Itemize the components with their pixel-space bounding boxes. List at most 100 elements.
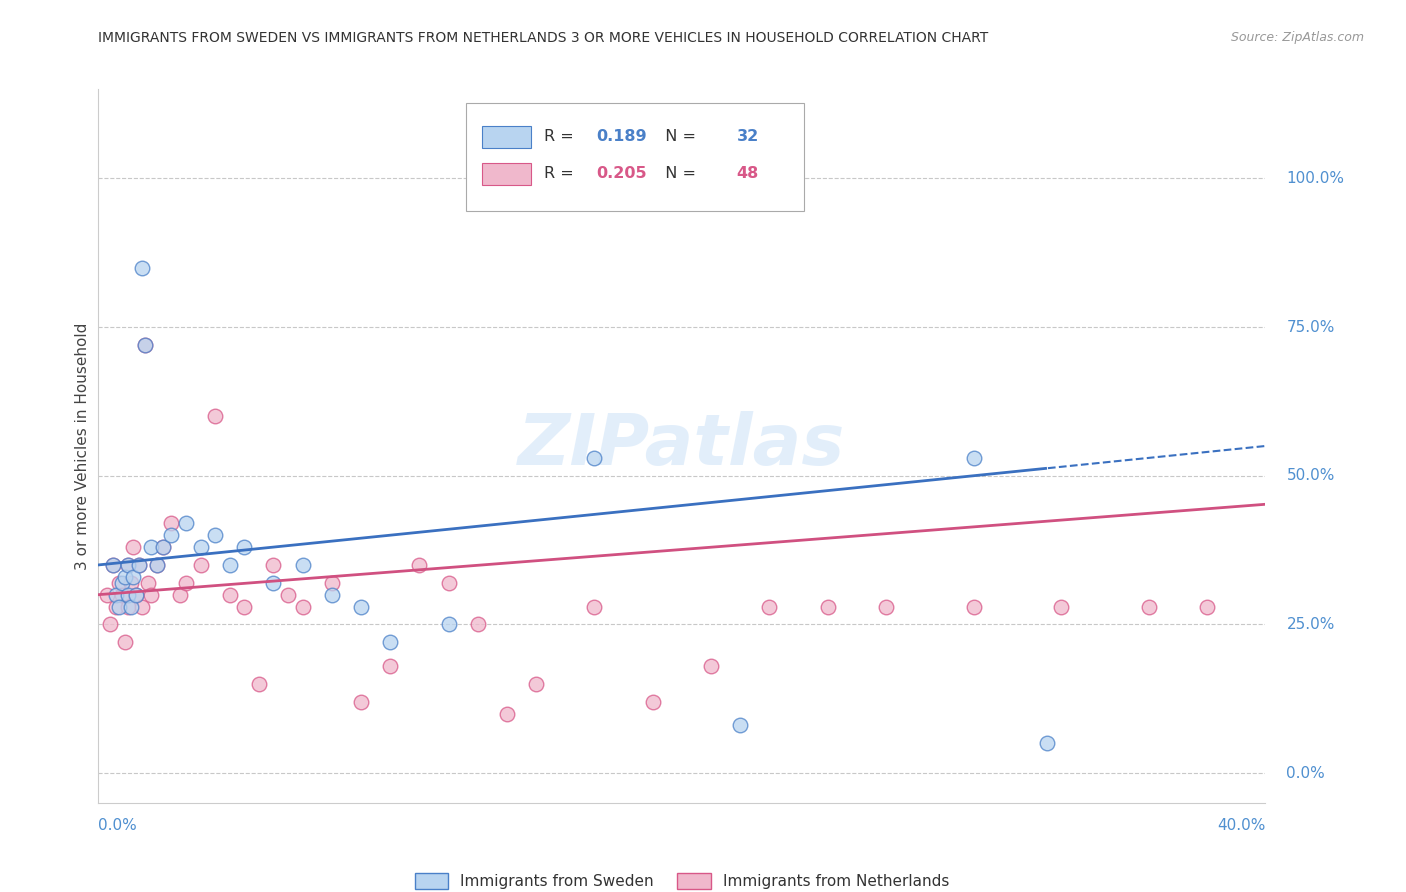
FancyBboxPatch shape <box>482 163 531 185</box>
Point <box>146 558 169 572</box>
Point <box>1137 599 1160 614</box>
Point <box>350 599 373 614</box>
Point <box>437 575 460 590</box>
Point <box>104 599 127 614</box>
Point <box>122 570 145 584</box>
Text: 48: 48 <box>737 166 759 181</box>
Point <box>152 540 174 554</box>
Point <box>131 599 153 614</box>
Point <box>146 558 169 572</box>
Point <box>120 575 142 590</box>
Point <box>134 338 156 352</box>
Point <box>962 599 984 614</box>
Point <box>117 558 139 572</box>
Point <box>139 588 162 602</box>
Point <box>467 617 489 632</box>
Point <box>583 450 606 465</box>
Text: R =: R = <box>544 166 579 181</box>
Point <box>378 659 402 673</box>
Point <box>321 575 343 590</box>
Point <box>233 540 256 554</box>
Point <box>817 599 839 614</box>
FancyBboxPatch shape <box>482 127 531 148</box>
Text: ZIPatlas: ZIPatlas <box>519 411 845 481</box>
Text: 32: 32 <box>737 128 759 144</box>
Point <box>1050 599 1073 614</box>
Point <box>262 575 284 590</box>
FancyBboxPatch shape <box>465 103 804 211</box>
Point <box>758 599 780 614</box>
Point <box>524 677 547 691</box>
Point <box>125 588 148 602</box>
Point <box>131 260 153 275</box>
Point <box>641 695 664 709</box>
Point <box>350 695 373 709</box>
Point <box>114 635 136 649</box>
Text: 40.0%: 40.0% <box>1218 818 1265 832</box>
Point <box>437 617 460 632</box>
Text: 0.205: 0.205 <box>596 166 647 181</box>
Point <box>174 575 197 590</box>
Text: 0.0%: 0.0% <box>98 818 138 832</box>
Point <box>583 599 606 614</box>
Point <box>1195 599 1218 614</box>
Point <box>875 599 897 614</box>
Point <box>190 558 212 572</box>
Point <box>700 659 723 673</box>
Text: 75.0%: 75.0% <box>1286 319 1334 334</box>
Point <box>122 540 145 554</box>
Point <box>495 706 517 721</box>
Point <box>160 528 183 542</box>
Point <box>139 540 162 554</box>
Point <box>408 558 430 572</box>
Text: R =: R = <box>544 128 579 144</box>
Point <box>730 718 752 732</box>
Point <box>96 588 118 602</box>
Legend: Immigrants from Sweden, Immigrants from Netherlands: Immigrants from Sweden, Immigrants from … <box>409 867 955 892</box>
Point <box>98 617 121 632</box>
Point <box>233 599 256 614</box>
Text: 100.0%: 100.0% <box>1286 171 1344 186</box>
Point <box>117 599 139 614</box>
Point <box>247 677 270 691</box>
Point <box>277 588 299 602</box>
Point <box>101 558 124 572</box>
Point <box>190 540 212 554</box>
Point <box>114 570 136 584</box>
Text: 25.0%: 25.0% <box>1286 617 1334 632</box>
Point <box>962 450 984 465</box>
Point <box>378 635 402 649</box>
Point <box>291 558 314 572</box>
Point <box>101 558 124 572</box>
Point <box>291 599 314 614</box>
Point <box>111 575 134 590</box>
Point <box>160 516 183 531</box>
Point <box>204 528 226 542</box>
Point <box>111 588 134 602</box>
Point <box>108 599 131 614</box>
Text: N =: N = <box>655 128 702 144</box>
Point <box>120 599 142 614</box>
Point <box>1035 736 1057 750</box>
Text: Source: ZipAtlas.com: Source: ZipAtlas.com <box>1230 31 1364 45</box>
Point <box>117 588 139 602</box>
Point <box>128 558 150 572</box>
Point <box>218 588 240 602</box>
Point <box>169 588 191 602</box>
Point <box>134 338 156 352</box>
Point <box>321 588 343 602</box>
Text: N =: N = <box>655 166 702 181</box>
Text: 50.0%: 50.0% <box>1286 468 1334 483</box>
Point <box>218 558 240 572</box>
Point <box>104 588 127 602</box>
Text: IMMIGRANTS FROM SWEDEN VS IMMIGRANTS FROM NETHERLANDS 3 OR MORE VEHICLES IN HOUS: IMMIGRANTS FROM SWEDEN VS IMMIGRANTS FRO… <box>98 31 988 45</box>
Point <box>262 558 284 572</box>
Point <box>125 588 148 602</box>
Point <box>128 558 150 572</box>
Point <box>108 575 131 590</box>
Text: 0.189: 0.189 <box>596 128 647 144</box>
Point <box>152 540 174 554</box>
Point <box>174 516 197 531</box>
Y-axis label: 3 or more Vehicles in Household: 3 or more Vehicles in Household <box>75 322 90 570</box>
Point <box>117 558 139 572</box>
